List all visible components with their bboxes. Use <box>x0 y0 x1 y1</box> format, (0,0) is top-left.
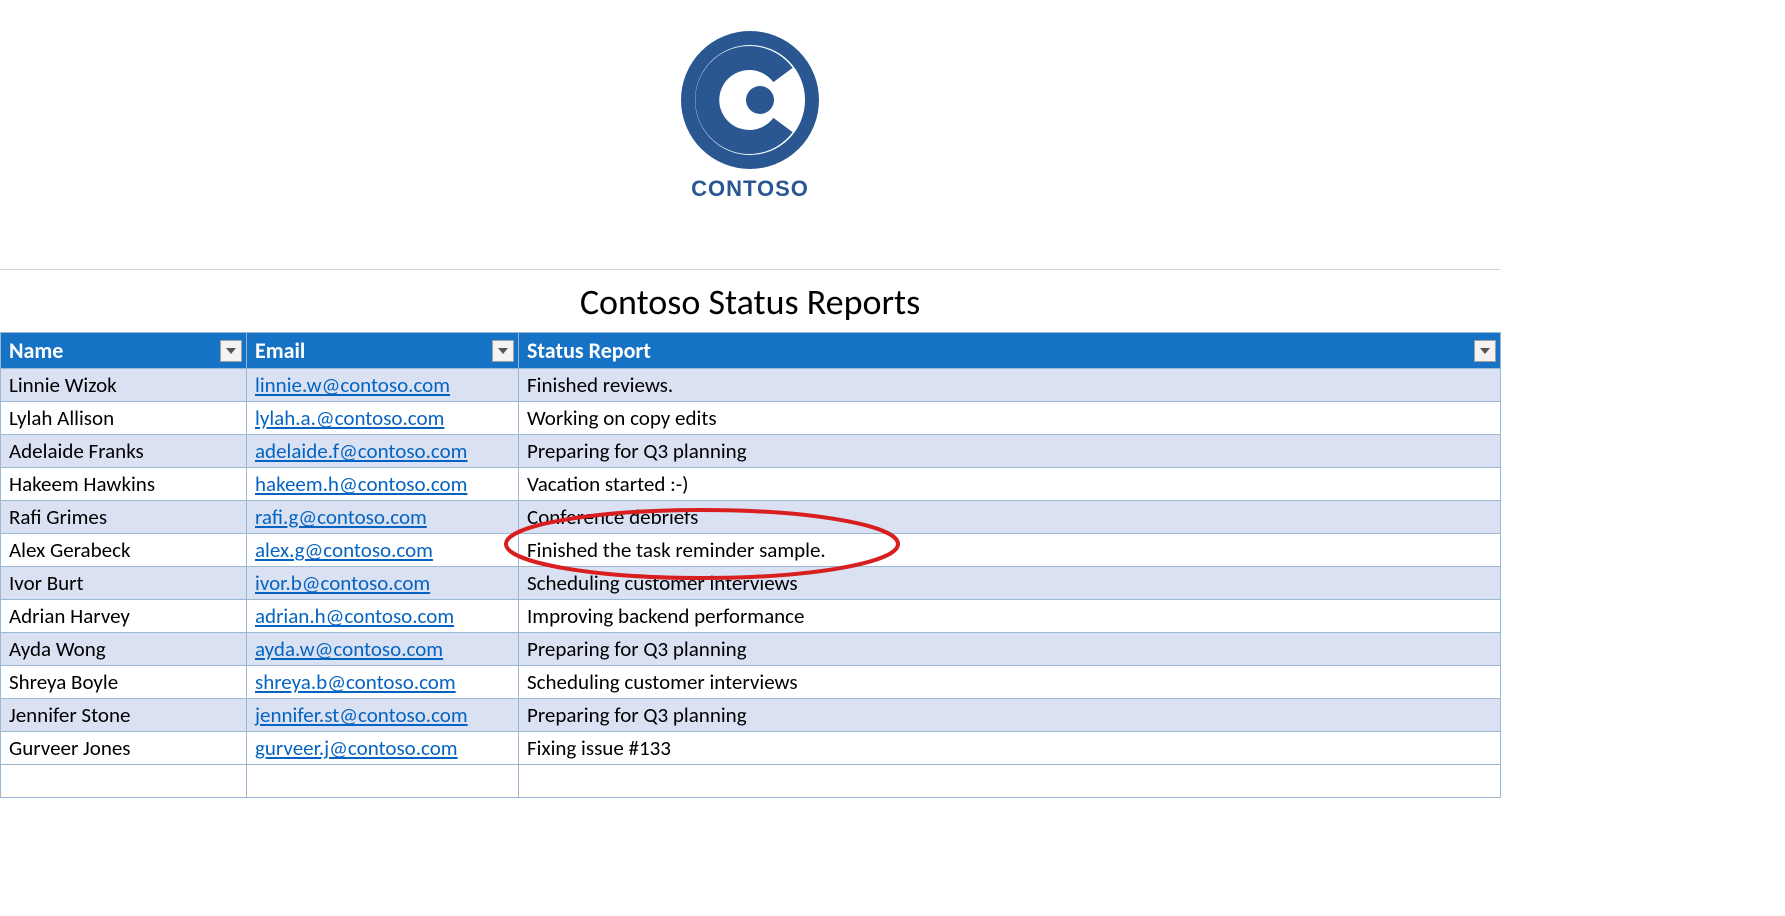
cell-email[interactable]: lylah.a.@contoso.com <box>247 402 519 435</box>
email-link[interactable]: gurveer.j@contoso.com <box>255 735 458 761</box>
chevron-down-icon <box>226 348 236 354</box>
cell-name[interactable]: Adelaide Franks <box>1 435 247 468</box>
status-table: Name Email Status Report <box>0 332 1501 798</box>
cell-email[interactable]: gurveer.j@contoso.com <box>247 732 519 765</box>
cell-email[interactable]: adelaide.f@contoso.com <box>247 435 519 468</box>
email-link[interactable]: alex.g@contoso.com <box>255 537 433 563</box>
cell-status[interactable]: Finished reviews. <box>519 369 1501 402</box>
email-link[interactable]: hakeem.h@contoso.com <box>255 471 467 497</box>
cell-status[interactable]: Scheduling customer interviews <box>519 567 1501 600</box>
cell-email[interactable]: ivor.b@contoso.com <box>247 567 519 600</box>
table-row[interactable]: Lylah Allison lylah.a.@contoso.com Working… <box>1 402 1501 435</box>
chevron-down-icon <box>498 348 508 354</box>
cell-name[interactable]: Ivor Burt <box>1 567 247 600</box>
cell-status[interactable]: Improving backend performance <box>519 600 1501 633</box>
filter-button-name[interactable] <box>220 340 242 362</box>
email-link[interactable]: ayda.w@contoso.com <box>255 636 443 662</box>
cell-name[interactable]: Lylah Allison <box>1 402 247 435</box>
cell-status[interactable]: Finished the task reminder sample. <box>519 534 1501 567</box>
filter-button-status[interactable] <box>1474 340 1496 362</box>
brand-name: CONTOSO <box>680 176 820 202</box>
cell-status[interactable]: Preparing for Q3 planning <box>519 633 1501 666</box>
column-header-label: Status Report <box>527 337 651 364</box>
empty-row <box>1 765 1501 798</box>
spreadsheet-sheet: CONTOSO Contoso Status Reports Name Emai… <box>0 0 1500 798</box>
cell-email[interactable]: shreya.b@contoso.com <box>247 666 519 699</box>
table-row[interactable]: Ivor Burt ivor.b@contoso.com Scheduling cu… <box>1 567 1501 600</box>
cell-name[interactable]: Linnie Wizok <box>1 369 247 402</box>
table-row[interactable]: Jennifer Stone jennifer.st@contoso.com Pre… <box>1 699 1501 732</box>
filter-button-email[interactable] <box>492 340 514 362</box>
cell-status[interactable]: Preparing for Q3 planning <box>519 435 1501 468</box>
logo-area: CONTOSO <box>0 0 1500 270</box>
table-body: Linnie Wizok linnie.w@contoso.com Finished… <box>1 369 1501 765</box>
column-header-status[interactable]: Status Report <box>519 333 1501 369</box>
table-row[interactable]: Rafi Grimes rafi.g@contoso.com Conference … <box>1 501 1501 534</box>
contoso-logo-icon <box>680 30 820 170</box>
cell-name[interactable]: Shreya Boyle <box>1 666 247 699</box>
email-link[interactable]: ivor.b@contoso.com <box>255 570 430 596</box>
table-header-row: Name Email Status Report <box>1 333 1501 369</box>
table-row[interactable]: Shreya Boyle shreya.b@contoso.com Scheduli… <box>1 666 1501 699</box>
email-link[interactable]: shreya.b@contoso.com <box>255 669 456 695</box>
cell-email[interactable]: alex.g@contoso.com <box>247 534 519 567</box>
cell-status[interactable]: Conference debriefs <box>519 501 1501 534</box>
cell-email[interactable]: adrian.h@contoso.com <box>247 600 519 633</box>
cell-email[interactable]: rafi.g@contoso.com <box>247 501 519 534</box>
cell-name[interactable]: Adrian Harvey <box>1 600 247 633</box>
cell-email[interactable]: jennifer.st@contoso.com <box>247 699 519 732</box>
table-row[interactable]: Linnie Wizok linnie.w@contoso.com Finished… <box>1 369 1501 402</box>
cell-status[interactable]: Preparing for Q3 planning <box>519 699 1501 732</box>
cell-name[interactable]: Hakeem Hawkins <box>1 468 247 501</box>
cell-status[interactable]: Scheduling customer interviews <box>519 666 1501 699</box>
table-row[interactable]: Adelaide Franks adelaide.f@contoso.com Pre… <box>1 435 1501 468</box>
email-link[interactable]: lylah.a.@contoso.com <box>255 405 444 431</box>
cell-name[interactable]: Gurveer Jones <box>1 732 247 765</box>
cell-email[interactable]: hakeem.h@contoso.com <box>247 468 519 501</box>
email-link[interactable]: adelaide.f@contoso.com <box>255 438 467 464</box>
cell-name[interactable]: Rafi Grimes <box>1 501 247 534</box>
email-link[interactable]: rafi.g@contoso.com <box>255 504 427 530</box>
table-row[interactable]: Ayda Wong ayda.w@contoso.com Preparing for… <box>1 633 1501 666</box>
table-row[interactable]: Alex Gerabeck alex.g@contoso.com Finished … <box>1 534 1501 567</box>
cell-name[interactable]: Jennifer Stone <box>1 699 247 732</box>
cell-name[interactable]: Alex Gerabeck <box>1 534 247 567</box>
brand-logo: CONTOSO <box>680 30 820 202</box>
cell-status[interactable]: Vacation started :-) <box>519 468 1501 501</box>
cell-email[interactable]: linnie.w@contoso.com <box>247 369 519 402</box>
chevron-down-icon <box>1480 348 1490 354</box>
column-header-name[interactable]: Name <box>1 333 247 369</box>
email-link[interactable]: linnie.w@contoso.com <box>255 372 450 398</box>
email-link[interactable]: jennifer.st@contoso.com <box>255 702 468 728</box>
table-row[interactable]: Gurveer Jones gurveer.j@contoso.com Fixing… <box>1 732 1501 765</box>
table-row[interactable]: Hakeem Hawkins hakeem.h@contoso.com Vacati… <box>1 468 1501 501</box>
cell-status[interactable]: Working on copy edits <box>519 402 1501 435</box>
cell-status[interactable]: Fixing issue #133 <box>519 732 1501 765</box>
cell-name[interactable]: Ayda Wong <box>1 633 247 666</box>
email-link[interactable]: adrian.h@contoso.com <box>255 603 454 629</box>
cell-email[interactable]: ayda.w@contoso.com <box>247 633 519 666</box>
column-header-label: Email <box>255 337 305 364</box>
table-row[interactable]: Adrian Harvey adrian.h@contoso.com Improvi… <box>1 600 1501 633</box>
page-title: Contoso Status Reports <box>0 270 1500 332</box>
column-header-label: Name <box>9 337 63 364</box>
column-header-email[interactable]: Email <box>247 333 519 369</box>
